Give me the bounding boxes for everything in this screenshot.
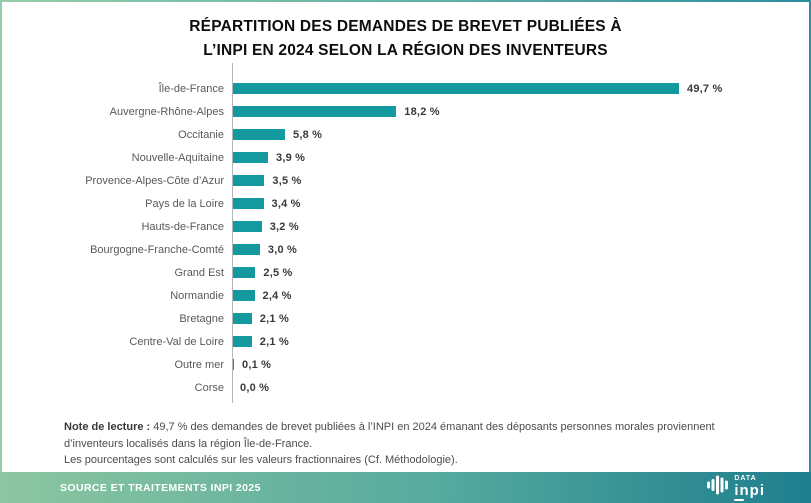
reading-note-label: Note de lecture : (64, 421, 151, 434)
y-axis-line (232, 63, 233, 404)
chart-row: Nouvelle-Aquitaine 3,9 % (2, 146, 809, 169)
chart-row: Île-de-France 49,7 % (2, 77, 809, 100)
footer-source: SOURCE ET TRAITEMENTS INPI 2025 (60, 481, 261, 494)
value-label: 49,7 % (687, 82, 723, 95)
chart-row: Bretagne 2,1 % (2, 307, 809, 330)
value-label: 5,8 % (293, 128, 323, 141)
chart-row: Auvergne-Rhône-Alpes 18,2 % (2, 100, 809, 123)
value-label: 18,2 % (404, 105, 440, 118)
chart-row: Normandie 2,4 % (2, 284, 809, 307)
chart-row: Outre mer 0,1 % (2, 353, 809, 376)
chart-row: Centre-Val de Loire 2,1 % (2, 330, 809, 353)
bar (233, 129, 285, 141)
chart-row: Bourgogne-Franche-Comté 3,0 % (2, 238, 809, 261)
value-label: 3,4 % (271, 197, 301, 210)
category-label: Centre-Val de Loire (129, 335, 224, 348)
chart-row: Grand Est 2,5 % (2, 261, 809, 284)
bar (233, 175, 265, 187)
value-label: 2,1 % (259, 335, 289, 348)
value-label: 3,2 % (269, 220, 299, 233)
bar (233, 106, 397, 118)
value-label: 0,0 % (240, 381, 270, 394)
value-label: 0,1 % (242, 358, 272, 371)
category-label: Occitanie (178, 128, 224, 141)
bar (233, 359, 234, 371)
bar (233, 83, 679, 95)
value-label: 3,5 % (272, 174, 302, 187)
logo-data-label: DATA (734, 474, 757, 482)
bar (233, 221, 262, 233)
reading-note-text: 49,7 % des demandes de brevet publiées à… (64, 421, 715, 450)
bar (233, 313, 252, 325)
bar (233, 267, 256, 279)
chart-title: RÉPARTITION DES DEMANDES DE BREVET PUBLI… (2, 2, 809, 63)
category-label: Bourgogne-Franche-Comté (90, 243, 224, 256)
logo-inpi-label: inpi (734, 481, 765, 499)
reading-note: Note de lecture : 49,7 % des demandes de… (64, 419, 754, 469)
value-label: 3,9 % (276, 151, 306, 164)
category-label: Nouvelle-Aquitaine (131, 151, 224, 164)
chart-row: Occitanie 5,8 % (2, 123, 809, 146)
chart-rows: Île-de-France 49,7 % Auvergne-Rhône-Alpes 1… (2, 63, 809, 403)
bar (233, 290, 255, 302)
category-label: Outre mer (174, 358, 224, 371)
category-label: Provence-Alpes-Côte d’Azur (85, 174, 224, 187)
bar-chart: Île-de-France 49,7 % Auvergne-Rhône-Alpes 1… (2, 63, 809, 404)
reading-note-line1: Note de lecture : 49,7 % des demandes de… (64, 419, 754, 452)
category-label: Normandie (170, 289, 224, 302)
category-label: Bretagne (179, 312, 224, 325)
value-label: 2,5 % (263, 266, 293, 279)
category-label: Île-de-France (158, 82, 224, 95)
category-label: Corse (194, 381, 224, 394)
chart-row: Hauts-de-France 3,2 % (2, 215, 809, 238)
chart-row: Pays de la Loire 3,4 % (2, 192, 809, 215)
bar (233, 336, 252, 348)
chart-row: Provence-Alpes-Côte d’Azur 3,5 % (2, 169, 809, 192)
chart-row: Corse 0,0 % (2, 376, 809, 399)
logo-france-mark (734, 498, 745, 501)
bar (233, 244, 260, 256)
category-label: Auvergne-Rhône-Alpes (109, 105, 224, 118)
category-label: Pays de la Loire (145, 197, 224, 210)
logo-text: DATA inpi (734, 475, 765, 501)
chart-title-line2: L’INPI EN 2024 SELON LA RÉGION DES INVEN… (203, 42, 608, 60)
bar (233, 152, 268, 164)
category-label: Grand Est (174, 266, 224, 279)
value-label: 3,0 % (267, 243, 298, 256)
reading-note-line2: Les pourcentages sont calculés sur les v… (64, 454, 458, 467)
footer-bar: SOURCE ET TRAITEMENTS INPI 2025 DATA inp… (0, 472, 811, 503)
bar (233, 198, 264, 210)
chart-title-line1: RÉPARTITION DES DEMANDES DE BREVET PUBLI… (189, 18, 622, 35)
data-inpi-logo: DATA inpi (707, 474, 765, 501)
soundwave-bars-icon (707, 474, 729, 501)
category-label: Hauts-de-France (141, 220, 224, 233)
value-label: 2,1 % (259, 312, 289, 325)
value-label: 2,4 % (262, 289, 292, 302)
